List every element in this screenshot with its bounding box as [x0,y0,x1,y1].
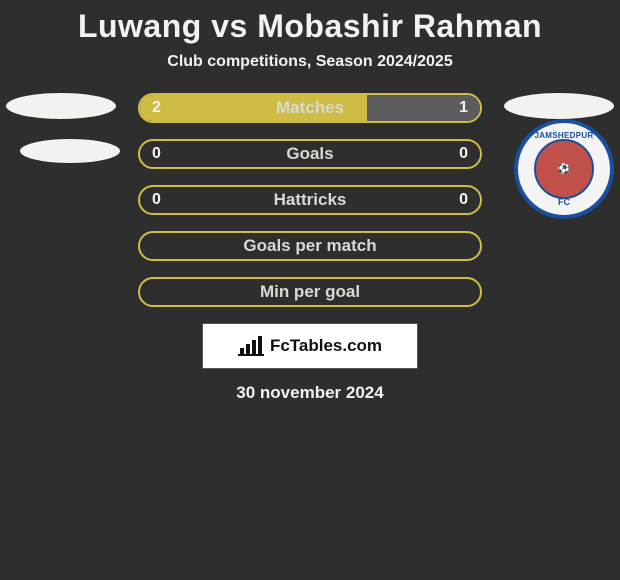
stat-bar: Min per goal [138,277,482,307]
stat-row: Goals per match [0,231,620,261]
bar-chart-icon [238,336,264,356]
stat-label: Matches [276,98,344,118]
stat-value-right: 0 [459,191,468,209]
stat-label: Hattricks [274,190,347,210]
stat-bar: 0 0 Hattricks [138,185,482,215]
stat-value-left: 0 [152,191,161,209]
stat-value-left: 0 [152,145,161,163]
stat-value-right: 0 [459,145,468,163]
crest-top-text: JAMSHEDPUR [518,131,610,140]
stat-bar: 2 1 Matches [138,93,482,123]
stat-label: Goals [286,144,333,164]
stat-rows: 21MatchesJAMSHEDPUR⚽FC00Goals00Hattricks… [0,93,620,307]
stat-label: Goals per match [243,236,376,256]
stats-comparison-card: Luwang vs Mobashir Rahman Club competiti… [0,0,620,580]
stat-row: Min per goal [0,277,620,307]
stat-value-left: 2 [152,99,161,117]
brand-text: FcTables.com [270,336,382,356]
brand-badge[interactable]: FcTables.com [202,323,418,369]
stat-value-right: 1 [459,99,468,117]
player-marker-right [504,93,614,119]
stat-label: Min per goal [260,282,360,302]
page-title: Luwang vs Mobashir Rahman [0,8,620,45]
stat-bar: 0 0 Goals [138,139,482,169]
stat-row: JAMSHEDPUR⚽FC00Goals [0,139,620,169]
snapshot-date: 30 november 2024 [0,383,620,403]
stat-row: 0 0 Hattricks [0,185,620,215]
stat-bar: Goals per match [138,231,482,261]
stat-row: 2 1 Matches [0,93,620,123]
player-marker-left [6,93,116,119]
page-subtitle: Club competitions, Season 2024/2025 [0,53,620,71]
player-marker-left [20,139,120,163]
